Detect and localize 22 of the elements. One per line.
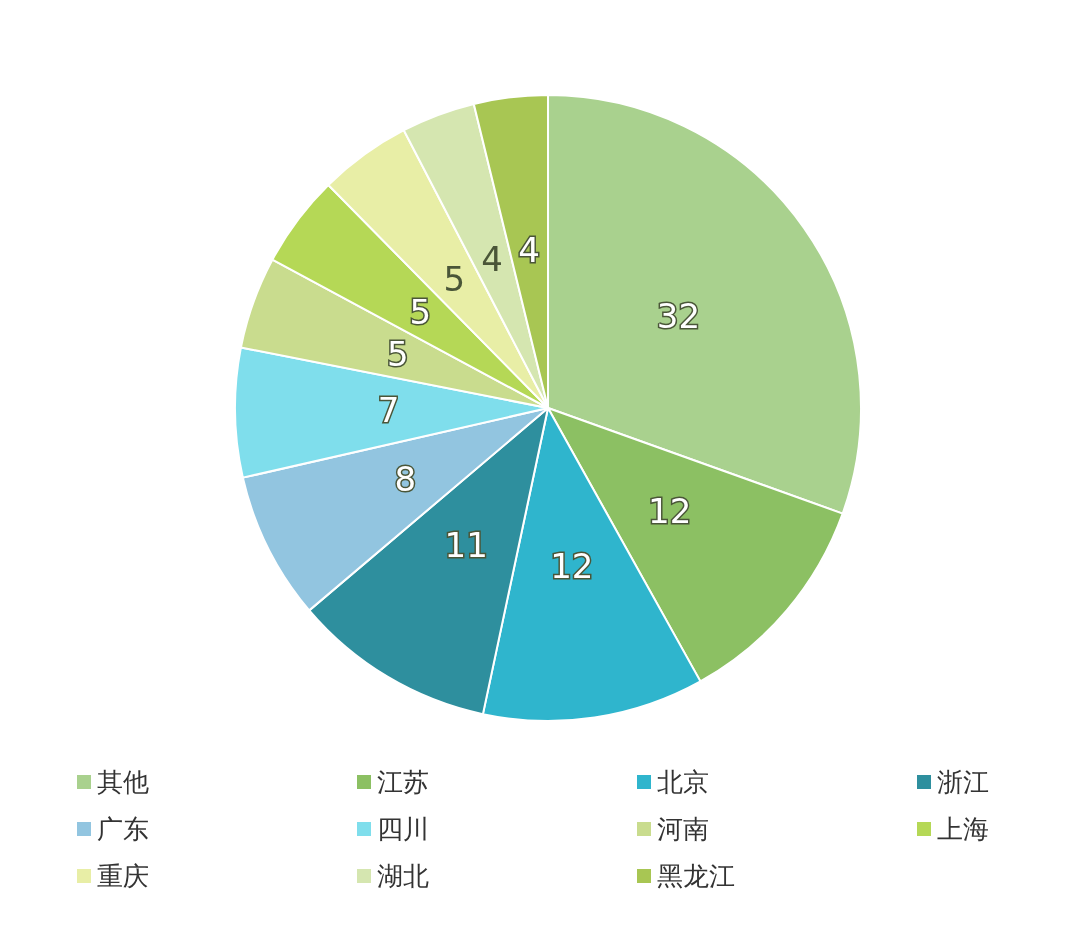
data-label: 12 xyxy=(550,545,594,586)
legend-label: 湖北 xyxy=(377,861,429,891)
legend-label: 河南 xyxy=(657,814,709,844)
legend-label: 四川 xyxy=(377,814,429,844)
data-label: 12 xyxy=(648,491,692,532)
legend-label: 北京 xyxy=(657,767,709,797)
data-label: 4 xyxy=(481,238,503,279)
data-label: 32 xyxy=(656,296,701,337)
data-label: 8 xyxy=(394,459,417,500)
data-label: 5 xyxy=(409,292,432,333)
legend-label: 其他 xyxy=(97,767,149,797)
data-label: 7 xyxy=(377,390,400,431)
legend-label: 广东 xyxy=(97,814,149,844)
data-label: 5 xyxy=(387,334,409,375)
legend-label: 黑龙江 xyxy=(657,861,735,891)
legend-label: 江苏 xyxy=(377,767,429,797)
data-label: 5 xyxy=(443,258,466,299)
data-label: 4 xyxy=(518,229,540,270)
legend-label: 上海 xyxy=(937,814,989,844)
legend-label: 重庆 xyxy=(97,861,149,891)
data-label: 11 xyxy=(444,524,488,565)
legend-label: 浙江 xyxy=(937,767,989,797)
